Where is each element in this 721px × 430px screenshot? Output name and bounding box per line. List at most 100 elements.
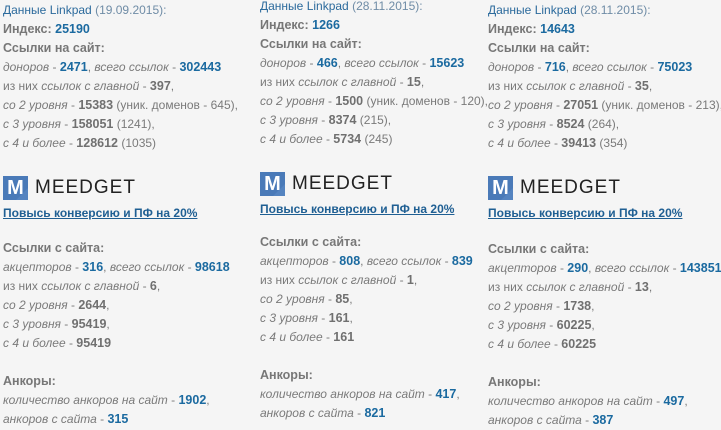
stat-value: 6 bbox=[149, 279, 157, 293]
stat-label: количество анкоров на сайт bbox=[488, 394, 653, 408]
stat-value: 5734 bbox=[333, 132, 362, 146]
stat-label: - bbox=[624, 280, 635, 294]
stat-label: ссылок с главной bbox=[526, 280, 625, 294]
stat-value: 1 bbox=[406, 273, 414, 287]
stat-label: - bbox=[646, 60, 658, 74]
stat-label: (215), bbox=[356, 113, 392, 127]
stat-line: с 4 и более - 39413 (354) bbox=[488, 134, 721, 153]
stat-line: с 3 уровня - 60225, bbox=[488, 316, 721, 335]
stat-label: с 4 и более bbox=[488, 337, 551, 351]
stat-label: из них bbox=[260, 75, 299, 89]
meedget-logo[interactable]: M MEEDGET bbox=[488, 176, 721, 200]
stat-label: , bbox=[413, 273, 418, 287]
stat-line: анкоров с сайта - 387 bbox=[488, 411, 721, 430]
stat-label: ссылок с главной bbox=[526, 79, 625, 93]
stat-line: с 4 и более - 5734 (245) bbox=[260, 130, 495, 149]
stat-label: (245) bbox=[361, 132, 393, 146]
stat-label: с 3 уровня bbox=[3, 317, 61, 331]
stat-label: - bbox=[60, 317, 72, 331]
stat-label: (264), bbox=[584, 117, 620, 131]
stat-label: с 3 уровня bbox=[3, 117, 61, 131]
stat-line: с 4 и более - 95419 bbox=[3, 334, 238, 353]
linkpad-heading: Данные Linkpad (19.09.2015): bbox=[3, 1, 238, 20]
stat-label: - bbox=[552, 98, 564, 112]
stat-label: - bbox=[49, 60, 60, 74]
stat-label: - bbox=[581, 413, 593, 427]
stat-value: 1738 bbox=[563, 299, 592, 313]
meedget-logo[interactable]: M MEEDGET bbox=[260, 172, 495, 196]
stat-line: с 3 уровня - 161, bbox=[260, 309, 495, 328]
stat-label: с 3 уровня bbox=[488, 117, 546, 131]
promo-link[interactable]: Повысь конверсию и ПФ на 20% bbox=[3, 206, 198, 220]
stat-value: 39413 bbox=[561, 136, 597, 150]
heading-date: (28.11.2015): bbox=[580, 3, 651, 17]
stat-label: (354) bbox=[596, 136, 628, 150]
section-title: Анкоры: bbox=[260, 368, 313, 382]
stat-value: 95419 bbox=[76, 336, 112, 350]
spacer bbox=[3, 153, 238, 169]
stat-line: со 2 уровня - 85, bbox=[260, 290, 495, 309]
stat-value: 316 bbox=[82, 260, 104, 274]
stat-label: со 2 уровня bbox=[3, 298, 68, 312]
stat-value: 161 bbox=[328, 311, 350, 325]
stat-label: (1241), bbox=[113, 117, 155, 131]
stat-value: 13 bbox=[634, 280, 649, 294]
stat-value: 8524 bbox=[556, 117, 585, 131]
index-label: Индекс: bbox=[488, 22, 537, 36]
stat-label: с 3 уровня bbox=[260, 113, 318, 127]
stat-label: , bbox=[456, 387, 460, 401]
stat-line: с 3 уровня - 8524 (264), bbox=[488, 115, 721, 134]
stat-label: всего ссылок bbox=[344, 56, 419, 70]
logo-mark-icon: M bbox=[260, 172, 285, 196]
stat-label: , bbox=[103, 260, 110, 274]
logo-text: MEEDGET bbox=[35, 177, 136, 198]
stat-value: 2644 bbox=[78, 298, 107, 312]
stat-line: с 4 и более - 161 bbox=[260, 328, 495, 347]
stat-label: с 4 и более bbox=[260, 132, 323, 146]
stat-line: со 2 уровня - 2644, bbox=[3, 296, 238, 315]
stat-label: доноров bbox=[260, 56, 307, 70]
stat-line: доноров - 716, всего ссылок - 75023 bbox=[488, 58, 721, 77]
meedget-logo[interactable]: M MEEDGET bbox=[3, 176, 238, 200]
stat-line: со 2 уровня - 1500 (уник. доменов - 120)… bbox=[260, 92, 495, 111]
stat-value: 839 bbox=[451, 254, 473, 268]
stat-value: 60225 bbox=[556, 318, 592, 332]
stat-value: 315 bbox=[107, 412, 129, 426]
stat-line: из них ссылок с главной - 1, bbox=[260, 271, 495, 290]
stat-value: 290 bbox=[567, 261, 589, 275]
stat-line: из них ссылок с главной - 35, bbox=[488, 77, 721, 96]
stat-value: 35 bbox=[634, 79, 649, 93]
promo-link[interactable]: Повысь конверсию и ПФ на 20% bbox=[488, 206, 683, 220]
stat-label: - bbox=[624, 79, 635, 93]
stat-line: с 3 уровня - 8374 (215), bbox=[260, 111, 495, 130]
spacer bbox=[260, 149, 495, 165]
stat-label: - bbox=[67, 298, 79, 312]
stat-line: с 3 уровня - 95419, bbox=[3, 315, 238, 334]
stat-label: доноров bbox=[3, 60, 50, 74]
stat-label: из них bbox=[3, 79, 42, 93]
stat-value: 15623 bbox=[429, 56, 465, 70]
stat-value: 8374 bbox=[328, 113, 357, 127]
stat-label: - bbox=[396, 75, 407, 89]
stat-value: 95419 bbox=[71, 317, 107, 331]
stat-label: акцепторов bbox=[488, 261, 557, 275]
stat-value: 302443 bbox=[179, 60, 222, 74]
stat-label: , bbox=[106, 317, 110, 331]
stat-value: 15383 bbox=[78, 98, 114, 112]
stat-label: из них bbox=[488, 280, 527, 294]
promo-link[interactable]: Повысь конверсию и ПФ на 20% bbox=[260, 202, 455, 216]
stat-label: , bbox=[591, 299, 595, 313]
stat-label: всего ссылок bbox=[94, 60, 169, 74]
stat-label: с 4 и более bbox=[3, 136, 66, 150]
stat-value: 1902 bbox=[178, 393, 207, 407]
stat-line: из них ссылок с главной - 13, bbox=[488, 278, 721, 297]
stat-label: из них bbox=[260, 273, 299, 287]
stat-value: 397 bbox=[149, 79, 171, 93]
stat-label: с 3 уровня bbox=[488, 318, 546, 332]
stat-label: со 2 уровня bbox=[260, 292, 325, 306]
stat-label: ссылок с главной bbox=[298, 75, 397, 89]
index-row: Индекс: 14643 bbox=[488, 20, 721, 39]
stat-line: акцепторов - 808, всего ссылок - 839 bbox=[260, 252, 495, 271]
stat-label: акцепторов bbox=[260, 254, 329, 268]
stat-label: с 4 и более bbox=[3, 336, 66, 350]
